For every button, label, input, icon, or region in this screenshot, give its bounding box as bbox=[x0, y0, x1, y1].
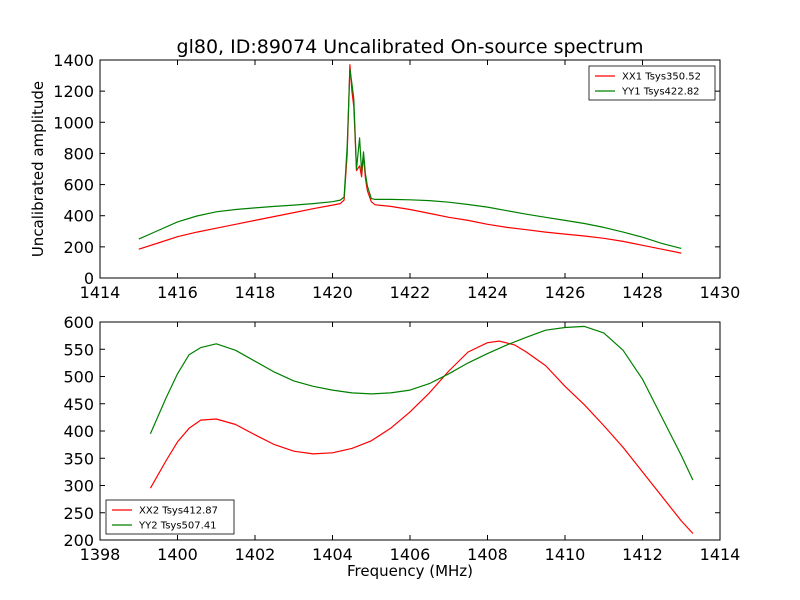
y-tick-label: 450 bbox=[63, 395, 94, 414]
y-tick-label: 350 bbox=[63, 449, 94, 468]
bottom-panel: 1398 1400 1402 1404 1406 1408 1410 1412 1414 200 2… bbox=[63, 313, 740, 564]
x-tick-label: 1418 bbox=[235, 283, 276, 302]
y-tick-label: 1400 bbox=[53, 51, 94, 70]
y-tick-label: 600 bbox=[63, 176, 94, 195]
series-group bbox=[149, 325, 694, 534]
y-tick-label: 1200 bbox=[53, 82, 94, 101]
x-tick-label: 1414 bbox=[80, 283, 121, 302]
legend-label-2: YY1 Tsys422.82 bbox=[621, 87, 700, 98]
y-tick-label: 400 bbox=[63, 422, 94, 441]
x-tick-label: 1424 bbox=[467, 283, 508, 302]
y-axis-label: Uncalibrated amplitude bbox=[29, 81, 47, 257]
x-tick-label: 1428 bbox=[622, 283, 663, 302]
series-line-2 bbox=[149, 325, 694, 481]
x-tick-label: 1416 bbox=[157, 283, 198, 302]
y-tick-label: 200 bbox=[63, 531, 94, 550]
legend: XX2 Tsys412.87 YY2 Tsys507.41 bbox=[105, 499, 235, 535]
series-line-1 bbox=[149, 340, 694, 534]
x-tick-label: 1430 bbox=[700, 283, 741, 302]
x-tick-label: 1402 bbox=[235, 545, 276, 564]
y-tick-label: 400 bbox=[63, 207, 94, 226]
series-line-2 bbox=[138, 68, 682, 249]
top-panel: 1414 1416 1418 1420 1422 1424 1426 1428 1430 0 200… bbox=[29, 51, 740, 302]
y-tick-label: 800 bbox=[63, 144, 94, 163]
y-tick-label: 300 bbox=[63, 477, 94, 496]
x-tick-label: 1406 bbox=[390, 545, 431, 564]
legend-box bbox=[588, 65, 716, 101]
x-tick-label: 1420 bbox=[312, 283, 353, 302]
figure-title: gl80, ID:89074 Uncalibrated On-source sp… bbox=[177, 36, 644, 58]
legend-box bbox=[105, 499, 235, 535]
y-tick-label: 0 bbox=[84, 269, 94, 288]
x-tick-label: 1410 bbox=[545, 545, 586, 564]
y-tick-label: 200 bbox=[63, 238, 94, 257]
x-tick-label: 1398 bbox=[80, 545, 121, 564]
x-tick-label: 1412 bbox=[622, 545, 663, 564]
y-tick-label: 600 bbox=[63, 313, 94, 332]
x-tick-label: 1422 bbox=[390, 283, 431, 302]
legend: XX1 Tsys350.52 YY1 Tsys422.82 bbox=[588, 65, 716, 101]
x-axis-label: Frequency (MHz) bbox=[347, 562, 473, 580]
x-tick-label: 1408 bbox=[467, 545, 508, 564]
x-tick-label: 1426 bbox=[545, 283, 586, 302]
y-tick-label: 250 bbox=[63, 504, 94, 523]
x-tick-label: 1404 bbox=[312, 545, 353, 564]
y-tick-label: 500 bbox=[63, 368, 94, 387]
legend-label-1: XX2 Tsys412.87 bbox=[139, 506, 218, 517]
legend-label-2: YY2 Tsys507.41 bbox=[138, 521, 217, 532]
y-tick-label: 550 bbox=[63, 340, 94, 359]
series-group bbox=[138, 64, 682, 254]
legend-label-1: XX1 Tsys350.52 bbox=[622, 72, 701, 83]
x-tick-label: 1414 bbox=[700, 545, 741, 564]
y-tick-label: 1000 bbox=[53, 113, 94, 132]
x-tick-label: 1400 bbox=[157, 545, 198, 564]
